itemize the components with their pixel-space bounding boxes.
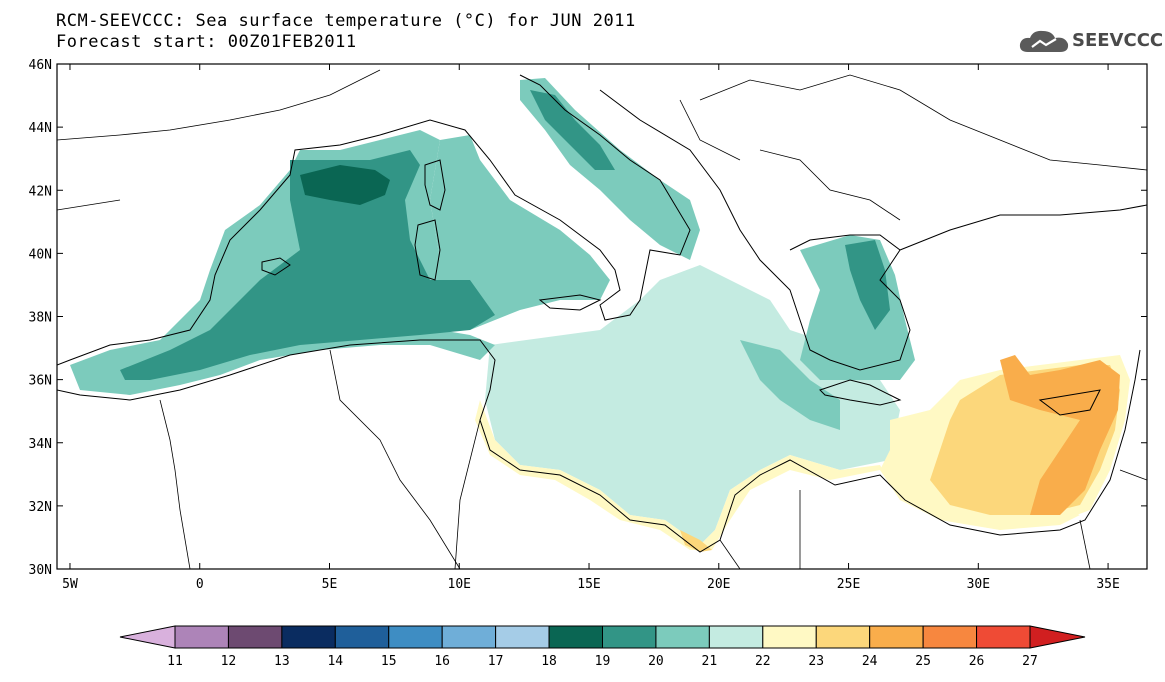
colorbar-label: 18 <box>541 654 557 669</box>
longitude-axis: 5W 0 5E 10E 15E 20E 25E 30E 35E <box>62 64 1120 592</box>
colorbar: 11 12 13 14 15 16 17 18 19 20 21 22 23 24 25 26 27 <box>119 625 1086 669</box>
colorbar-label: 12 <box>221 654 237 669</box>
sea-21-22 <box>485 265 900 545</box>
lat-tick-label: 32N <box>29 500 52 515</box>
lat-tick-label: 36N <box>29 374 52 389</box>
sea-20-21-ionian <box>740 340 840 430</box>
sea-22-23-south <box>475 400 1080 550</box>
sea-19-20-adriatic <box>530 90 615 170</box>
sea-23-24-south-coast <box>680 530 712 552</box>
colorbar-label: 27 <box>1022 654 1038 669</box>
seevccc-logo: SEEVCCC <box>1018 27 1163 55</box>
lat-tick-label: 34N <box>29 437 52 452</box>
colorbar-label: 11 <box>167 654 183 669</box>
colorbar-box <box>762 625 817 649</box>
colorbar-label: 21 <box>702 654 718 669</box>
colorbar-label: 23 <box>808 654 824 669</box>
colorbar-box <box>495 625 550 649</box>
colorbar-box <box>655 625 710 649</box>
colorbar-label: 19 <box>595 654 611 669</box>
sea-20-21-tyrrhenian <box>430 135 610 330</box>
lon-tick-label: 35E <box>1096 577 1119 592</box>
sst-field <box>57 69 1147 569</box>
colorbar-label: 22 <box>755 654 771 669</box>
lon-tick-label: 5E <box>322 577 338 592</box>
colorbar-box <box>281 625 336 649</box>
colorbar-box <box>922 625 978 649</box>
lat-tick-label: 30N <box>29 563 52 578</box>
colorbar-label: 25 <box>915 654 931 669</box>
sea-24-25-levant <box>1000 355 1120 515</box>
lat-tick-label: 44N <box>29 121 52 136</box>
colorbar-box <box>441 625 497 649</box>
colorbar-label: 16 <box>434 654 450 669</box>
colorbar-box <box>227 625 283 649</box>
sea-19-20-aegean <box>845 240 890 330</box>
lon-tick-label: 15E <box>577 577 600 592</box>
colorbar-box <box>976 625 1031 649</box>
lon-tick-label: 20E <box>707 577 730 592</box>
lat-tick-label: 38N <box>29 311 52 326</box>
latitude-axis: 46N 44N 42N 40N 38N 36N 34N 32N 30N <box>29 58 1147 578</box>
coastlines <box>57 74 1147 553</box>
country-borders <box>57 69 1147 569</box>
lat-tick-label: 40N <box>29 247 52 262</box>
lat-tick-label: 46N <box>29 58 52 73</box>
lon-tick-label: 25E <box>837 577 860 592</box>
lon-tick-label: 10E <box>448 577 471 592</box>
colorbar-box <box>174 625 229 649</box>
lat-tick-label: 42N <box>29 184 52 199</box>
colorbar-label: 17 <box>488 654 504 669</box>
lon-tick-label: 0 <box>196 577 204 592</box>
colorbar-box <box>869 625 924 649</box>
colorbar-label: 26 <box>969 654 985 669</box>
forecast-start-subtitle: Forecast start: 00Z01FEB2011 <box>56 32 357 52</box>
logo-text: SEEVCCC <box>1072 30 1164 51</box>
colorbar-label: 20 <box>648 654 664 669</box>
colorbar-box <box>388 625 443 649</box>
colorbar-label: 15 <box>381 654 397 669</box>
colorbar-box <box>334 625 390 649</box>
sea-19-20-west <box>120 150 495 380</box>
cloud-logo-icon <box>1019 30 1069 52</box>
colorbar-box <box>548 625 603 649</box>
colorbar-max-arrow <box>1029 625 1086 649</box>
colorbar-box <box>815 625 871 649</box>
lon-tick-label: 30E <box>967 577 990 592</box>
colorbar-label: 24 <box>862 654 878 669</box>
lon-tick-label: 5W <box>62 577 78 592</box>
colorbar-box <box>602 625 657 649</box>
colorbar-label: 13 <box>274 654 290 669</box>
colorbar-label: 14 <box>327 654 343 669</box>
colorbar-box <box>708 625 764 649</box>
colorbar-min-arrow <box>119 625 176 649</box>
sea-18-19-west <box>300 165 390 205</box>
map-title: RCM-SEEVCCC: Sea surface temperature (°C… <box>56 11 636 31</box>
